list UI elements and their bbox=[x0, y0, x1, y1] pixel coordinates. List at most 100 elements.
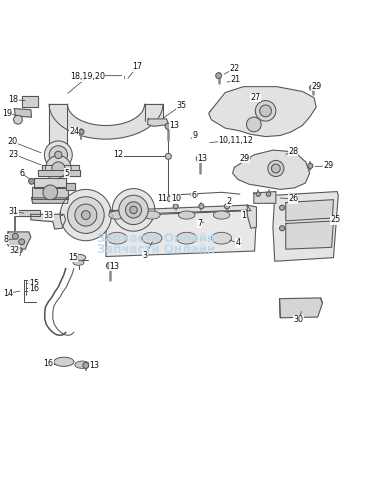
Polygon shape bbox=[14, 108, 31, 117]
Circle shape bbox=[191, 192, 197, 198]
Circle shape bbox=[112, 189, 155, 231]
Ellipse shape bbox=[73, 260, 84, 265]
Circle shape bbox=[13, 233, 18, 239]
Text: 22: 22 bbox=[229, 64, 239, 73]
Circle shape bbox=[14, 115, 23, 124]
Ellipse shape bbox=[71, 254, 86, 261]
Text: 14: 14 bbox=[3, 288, 13, 298]
Ellipse shape bbox=[54, 357, 74, 366]
Polygon shape bbox=[111, 214, 112, 217]
Circle shape bbox=[266, 192, 271, 196]
Text: 5: 5 bbox=[64, 169, 69, 178]
Text: 23: 23 bbox=[8, 150, 18, 159]
Ellipse shape bbox=[177, 232, 197, 244]
Polygon shape bbox=[247, 205, 256, 228]
Text: 13: 13 bbox=[170, 121, 180, 130]
Text: 27: 27 bbox=[250, 93, 261, 102]
Circle shape bbox=[165, 154, 171, 159]
Text: 12: 12 bbox=[113, 150, 123, 159]
Circle shape bbox=[82, 211, 90, 219]
Text: 31: 31 bbox=[8, 207, 18, 216]
Circle shape bbox=[68, 197, 104, 233]
Polygon shape bbox=[254, 192, 276, 204]
Text: 1: 1 bbox=[241, 211, 246, 219]
Circle shape bbox=[173, 204, 178, 209]
Circle shape bbox=[43, 185, 58, 200]
Polygon shape bbox=[34, 179, 66, 188]
Text: 13: 13 bbox=[89, 361, 99, 370]
Circle shape bbox=[17, 248, 23, 253]
Polygon shape bbox=[31, 198, 68, 204]
Ellipse shape bbox=[211, 232, 232, 244]
Ellipse shape bbox=[179, 211, 195, 219]
Text: 18,19,20: 18,19,20 bbox=[70, 72, 105, 81]
Polygon shape bbox=[209, 87, 316, 136]
Circle shape bbox=[60, 190, 111, 241]
Text: 25: 25 bbox=[330, 216, 341, 224]
Circle shape bbox=[246, 117, 261, 132]
Circle shape bbox=[260, 105, 272, 117]
Polygon shape bbox=[286, 200, 334, 221]
Polygon shape bbox=[280, 298, 323, 318]
Polygon shape bbox=[31, 187, 68, 199]
Polygon shape bbox=[145, 104, 163, 121]
Text: 13: 13 bbox=[197, 154, 207, 163]
Circle shape bbox=[75, 204, 97, 226]
Text: 26: 26 bbox=[288, 194, 298, 204]
Circle shape bbox=[83, 362, 89, 368]
Circle shape bbox=[167, 196, 173, 202]
Ellipse shape bbox=[109, 211, 125, 219]
Circle shape bbox=[308, 163, 313, 168]
Circle shape bbox=[45, 156, 71, 181]
Text: 17: 17 bbox=[132, 62, 142, 72]
Circle shape bbox=[106, 263, 113, 269]
Text: Запчасти Онлайн: Запчасти Онлайн bbox=[97, 243, 214, 256]
Text: 4: 4 bbox=[235, 239, 241, 247]
Circle shape bbox=[52, 162, 65, 175]
Ellipse shape bbox=[213, 211, 230, 219]
Polygon shape bbox=[110, 205, 251, 216]
Text: 7: 7 bbox=[197, 219, 202, 228]
Polygon shape bbox=[66, 183, 75, 191]
Text: 21: 21 bbox=[231, 75, 241, 84]
Circle shape bbox=[29, 179, 34, 184]
Circle shape bbox=[216, 73, 221, 79]
Text: 2: 2 bbox=[226, 197, 231, 206]
Polygon shape bbox=[106, 210, 256, 256]
Circle shape bbox=[272, 164, 280, 173]
Circle shape bbox=[125, 202, 142, 218]
Polygon shape bbox=[286, 221, 334, 249]
Text: 35: 35 bbox=[176, 101, 186, 110]
Polygon shape bbox=[31, 215, 66, 229]
Polygon shape bbox=[22, 96, 38, 107]
Circle shape bbox=[165, 123, 172, 130]
Circle shape bbox=[196, 155, 203, 162]
Polygon shape bbox=[38, 170, 80, 176]
Circle shape bbox=[245, 156, 250, 161]
Text: 16: 16 bbox=[29, 284, 39, 293]
Text: 29: 29 bbox=[239, 154, 249, 163]
Polygon shape bbox=[273, 192, 338, 261]
Text: 33: 33 bbox=[44, 211, 54, 219]
Text: 8: 8 bbox=[3, 235, 8, 244]
Text: 6: 6 bbox=[19, 169, 24, 178]
Text: 10: 10 bbox=[171, 194, 181, 204]
Text: 6: 6 bbox=[192, 191, 197, 200]
Polygon shape bbox=[49, 104, 68, 159]
Polygon shape bbox=[49, 104, 163, 139]
Text: 29: 29 bbox=[311, 82, 321, 91]
Text: 3: 3 bbox=[143, 251, 148, 260]
Circle shape bbox=[255, 101, 276, 121]
Polygon shape bbox=[7, 232, 31, 249]
Ellipse shape bbox=[75, 361, 90, 368]
Polygon shape bbox=[232, 150, 310, 190]
Circle shape bbox=[199, 204, 204, 209]
Polygon shape bbox=[148, 119, 168, 126]
Circle shape bbox=[49, 146, 68, 164]
Text: 15: 15 bbox=[68, 253, 78, 262]
Text: 9: 9 bbox=[193, 131, 198, 140]
Text: 16: 16 bbox=[44, 360, 54, 369]
Text: 28: 28 bbox=[288, 147, 298, 156]
Text: 24: 24 bbox=[69, 127, 79, 136]
Circle shape bbox=[44, 141, 72, 169]
